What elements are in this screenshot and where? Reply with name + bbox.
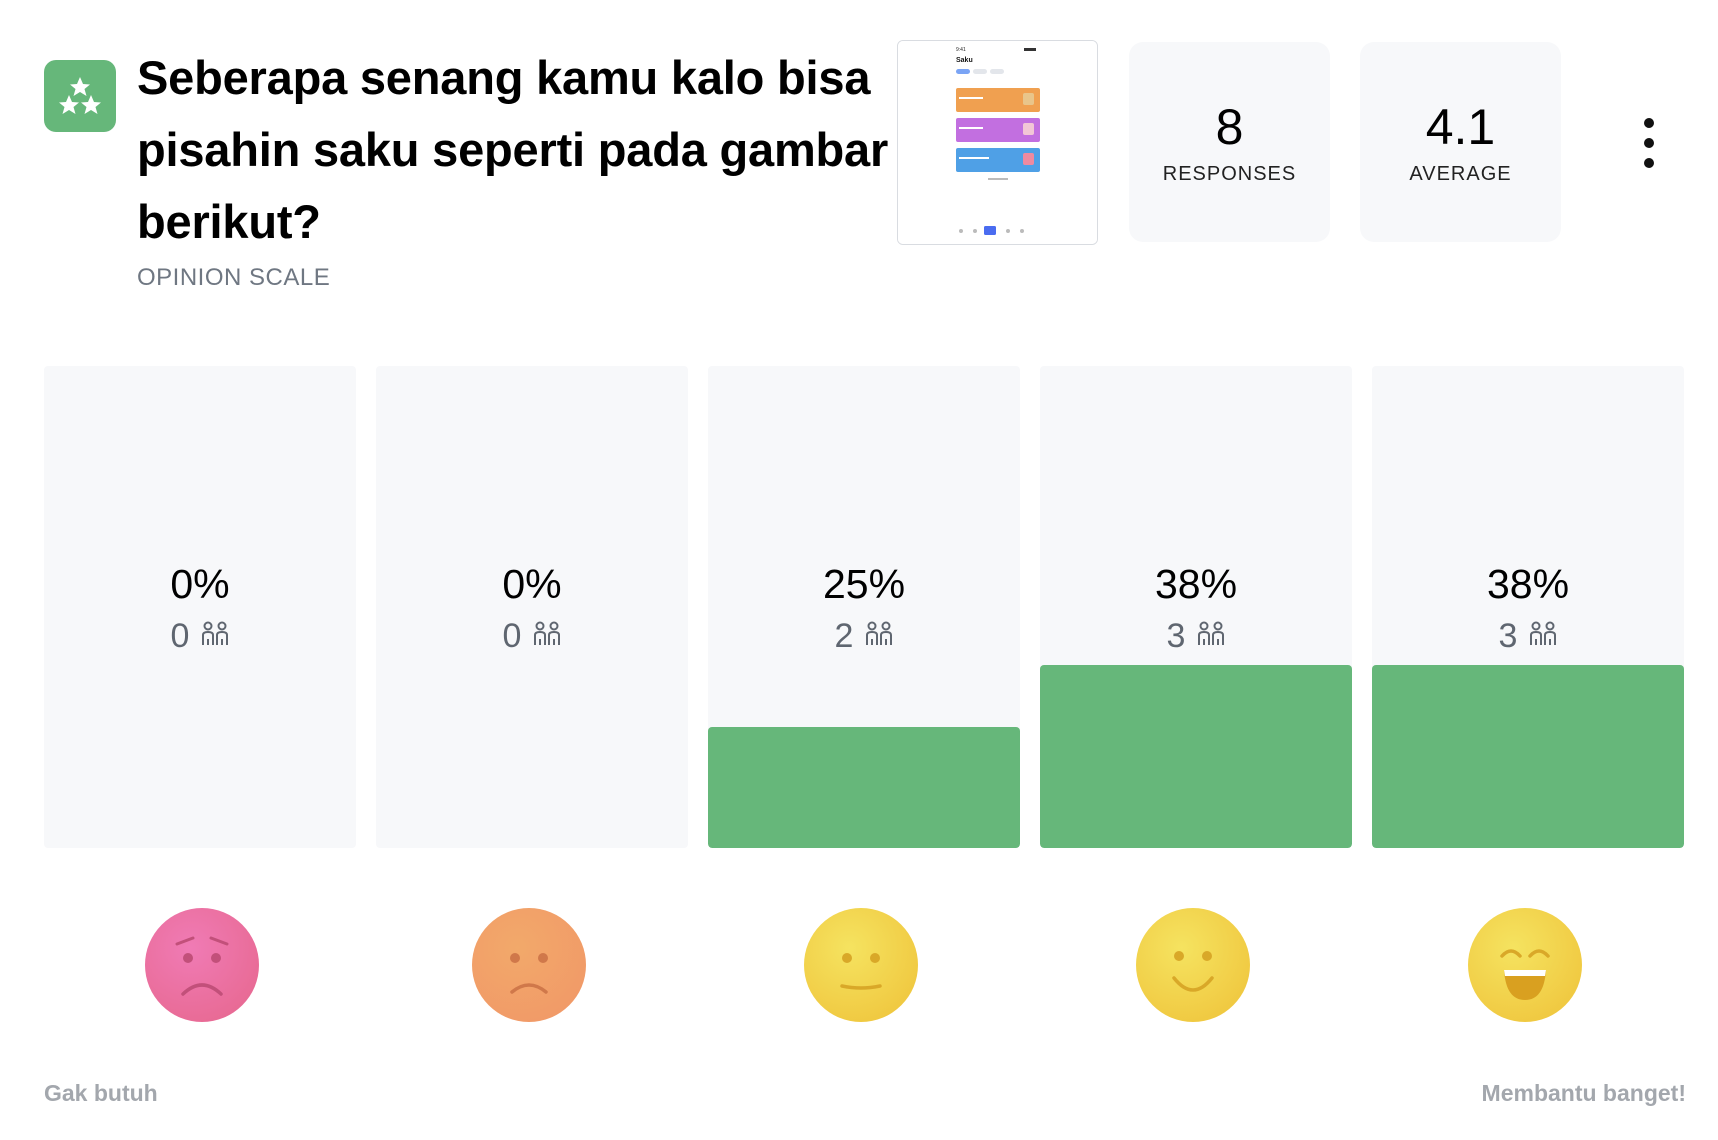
bar-fill [708,727,1020,848]
bar-percent-label: 38% [1154,561,1238,607]
stars-icon [44,60,116,132]
bar-count-value: 3 [1166,617,1186,655]
smile-face-icon [1134,906,1252,1024]
people-icon [865,616,893,656]
responses-count: 8 [1215,98,1244,155]
average-label: AVERAGE [1409,162,1512,185]
bar-count: 0 [44,616,356,656]
people-icon [533,616,561,656]
bar-fill [1372,665,1684,848]
laugh-face-icon [1466,906,1584,1024]
average-value: 4.1 [1425,98,1496,155]
question-title: Seberapa senang kamu kalo bisa pisahin s… [137,51,889,248]
bar-count: 0 [376,616,688,656]
scale-max-label: Membantu banget! [1481,1080,1686,1106]
sad-face-icon [143,906,261,1024]
bar-column-1: 0% 0 [44,366,356,848]
bar-percent-label: 25% [822,561,906,607]
bar-count-value: 2 [834,617,854,655]
bar-column-2: 0% 0 [376,366,688,848]
bar-percent-label: 38% [1486,561,1570,607]
bar-column-5: 38% 3 [1372,366,1684,848]
bar-percent-label: 0% [170,561,230,607]
people-icon [201,616,229,656]
bar-count: 2 [708,616,1020,656]
neutral-face-icon [802,906,920,1024]
people-icon [1529,616,1557,656]
bar-count: 3 [1040,616,1352,656]
more-vertical-icon[interactable] [1634,118,1664,168]
responses-stat: 8 RESPONSES [1129,42,1330,242]
bar-column-4: 38% 3 [1040,366,1352,848]
bar-count-value: 0 [170,617,190,655]
bar-count: 3 [1372,616,1684,656]
svg-text:9:41: 9:41 [956,47,966,53]
bar-fill [1040,665,1352,848]
bar-count-value: 3 [1498,617,1518,655]
frown-face-icon [470,906,588,1024]
bar-count-value: 0 [502,617,522,655]
responses-label: RESPONSES [1162,162,1297,185]
question-type-label: OPINION SCALE [137,264,331,291]
scale-min-label: Gak butuh [44,1080,158,1106]
bar-percent-label: 0% [502,561,562,607]
people-icon [1197,616,1225,656]
average-stat: 4.1 AVERAGE [1360,42,1561,242]
svg-text:Saku: Saku [956,57,973,64]
question-image-thumbnail[interactable]: 9:41 Saku [897,40,1098,245]
bar-column-3: 25% 2 [708,366,1020,848]
